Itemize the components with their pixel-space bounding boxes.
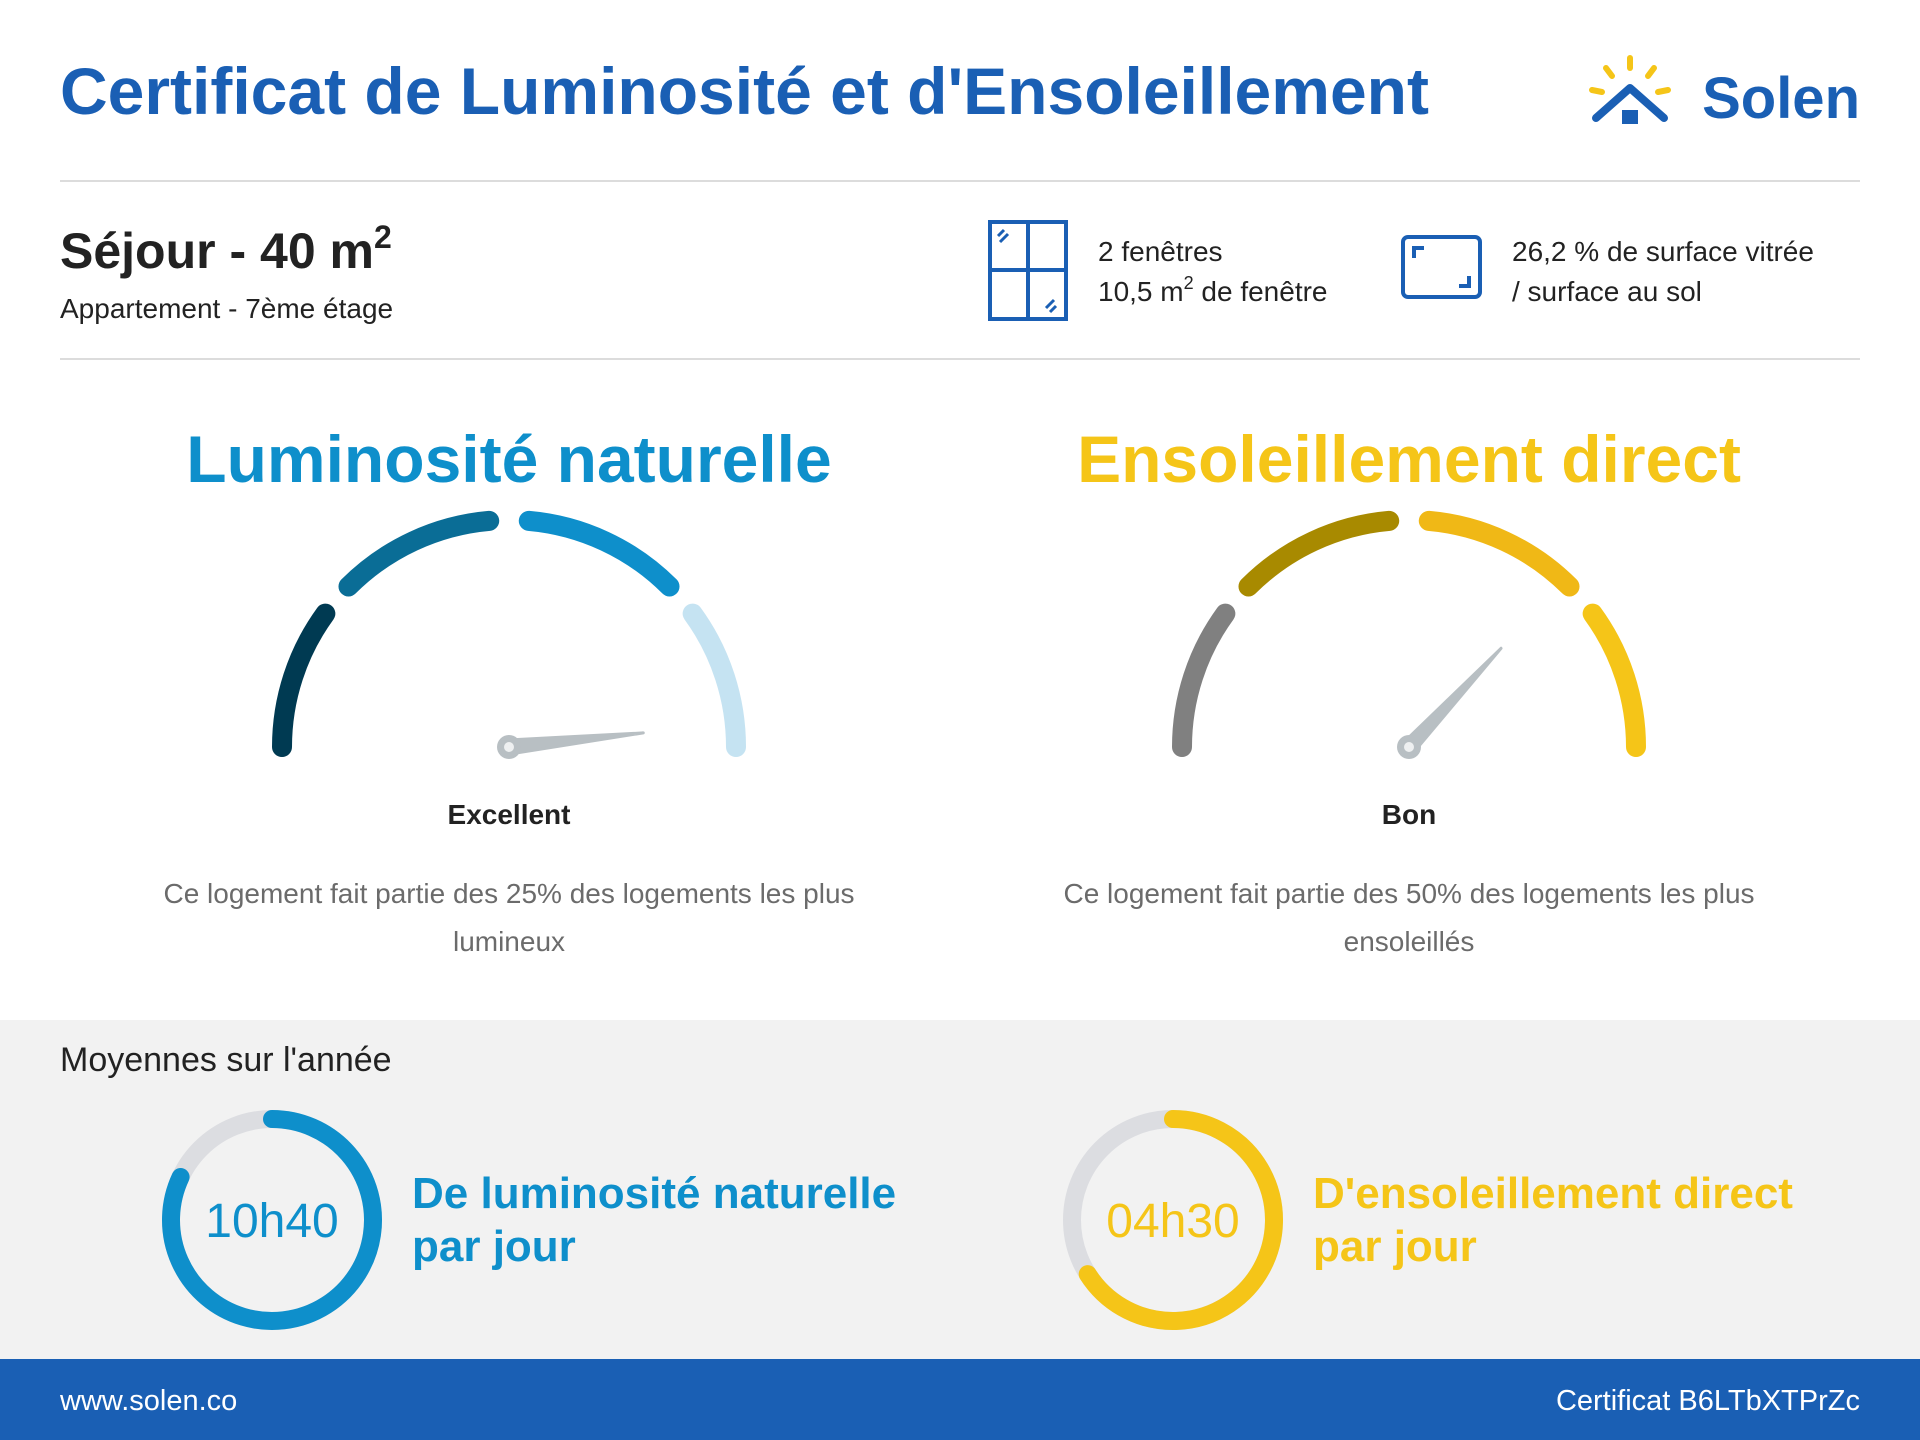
luminosity-time: 10h40 xyxy=(205,1195,338,1248)
room-subtitle: Appartement - 7ème étage xyxy=(60,293,393,324)
luminosity-title: Luminosité naturelle xyxy=(186,422,831,496)
gauge-segment xyxy=(682,603,746,757)
footer xyxy=(0,1359,1920,1440)
sunshine-title: Ensoleillement direct xyxy=(1077,422,1741,496)
gauge-needle xyxy=(506,731,645,756)
luminosity-rating: Excellent xyxy=(448,799,571,830)
ring-progress xyxy=(162,1110,382,1330)
room-title-text: Séjour - 40 m xyxy=(60,223,374,279)
sunshine-rating: Bon xyxy=(1382,799,1436,830)
gauge-segment xyxy=(1418,510,1580,597)
footer-website: www.solen.co xyxy=(59,1385,237,1417)
window-area-sup: 2 xyxy=(1184,273,1194,293)
brand: Solen xyxy=(1702,66,1860,131)
logo-icon xyxy=(1589,55,1671,124)
sunshine-description: Ce logement fait partie des 50% des loge… xyxy=(1063,878,1755,957)
glazing-line2: / surface au sol xyxy=(1512,276,1702,307)
gauge-segment xyxy=(272,603,336,757)
rings xyxy=(162,1110,1283,1330)
gauge-segment xyxy=(518,510,680,597)
sunshine-time: 04h30 xyxy=(1106,1195,1239,1248)
gauges xyxy=(272,510,1646,759)
gauge-segment xyxy=(1238,510,1400,597)
averages-title: Moyennes sur l'année xyxy=(60,1041,392,1079)
title: Certificat de Luminosité et d'Ensoleille… xyxy=(60,54,1429,128)
window-area-suffix: de fenêtre xyxy=(1194,276,1328,307)
sunshine-label: D'ensoleillement direct xyxy=(1313,1169,1793,1218)
gauge-segment xyxy=(338,510,500,597)
room-title-sup: 2 xyxy=(374,219,392,255)
window-icon xyxy=(988,220,1068,321)
glazing-line1: 26,2 % de surface vitrée xyxy=(1512,236,1814,267)
window-area: 10,5 m2 de fenêtre xyxy=(1098,273,1328,307)
gauge-segment xyxy=(1582,603,1646,757)
sunshine-label: par jour xyxy=(1313,1222,1477,1271)
surface-icon xyxy=(1401,235,1482,299)
luminosity-label: De luminosité naturelle xyxy=(412,1169,896,1218)
gauge-needle xyxy=(1402,646,1503,754)
window-count: 2 fenêtres xyxy=(1098,236,1223,267)
room-title: Séjour - 40 m2 xyxy=(60,219,392,279)
luminosity-label: par jour xyxy=(412,1222,576,1271)
gauge-pivot-center xyxy=(504,742,514,752)
gauge-pivot-center xyxy=(1404,742,1414,752)
footer-certificate: Certificat B6LTbXTPrZc xyxy=(1556,1385,1860,1417)
window-area-text: 10,5 m xyxy=(1098,276,1184,307)
ring-progress xyxy=(1078,1110,1283,1330)
gauge-segment xyxy=(1172,603,1236,757)
luminosity-description: Ce logement fait partie des 25% des loge… xyxy=(163,878,855,957)
